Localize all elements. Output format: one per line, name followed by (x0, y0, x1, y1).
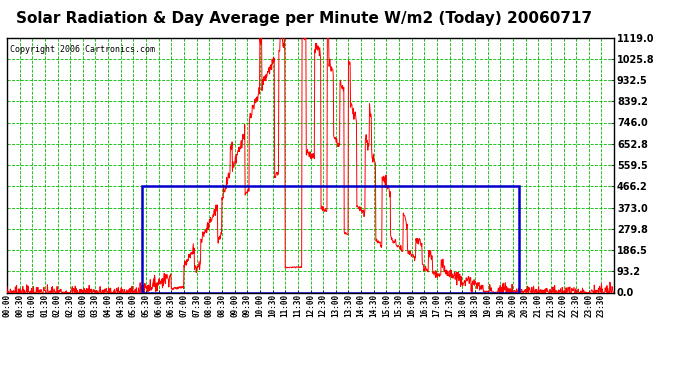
Text: Copyright 2006 Cartronics.com: Copyright 2006 Cartronics.com (10, 45, 155, 54)
Text: Solar Radiation & Day Average per Minute W/m2 (Today) 20060717: Solar Radiation & Day Average per Minute… (16, 11, 591, 26)
Bar (142, 186, 520, 292)
